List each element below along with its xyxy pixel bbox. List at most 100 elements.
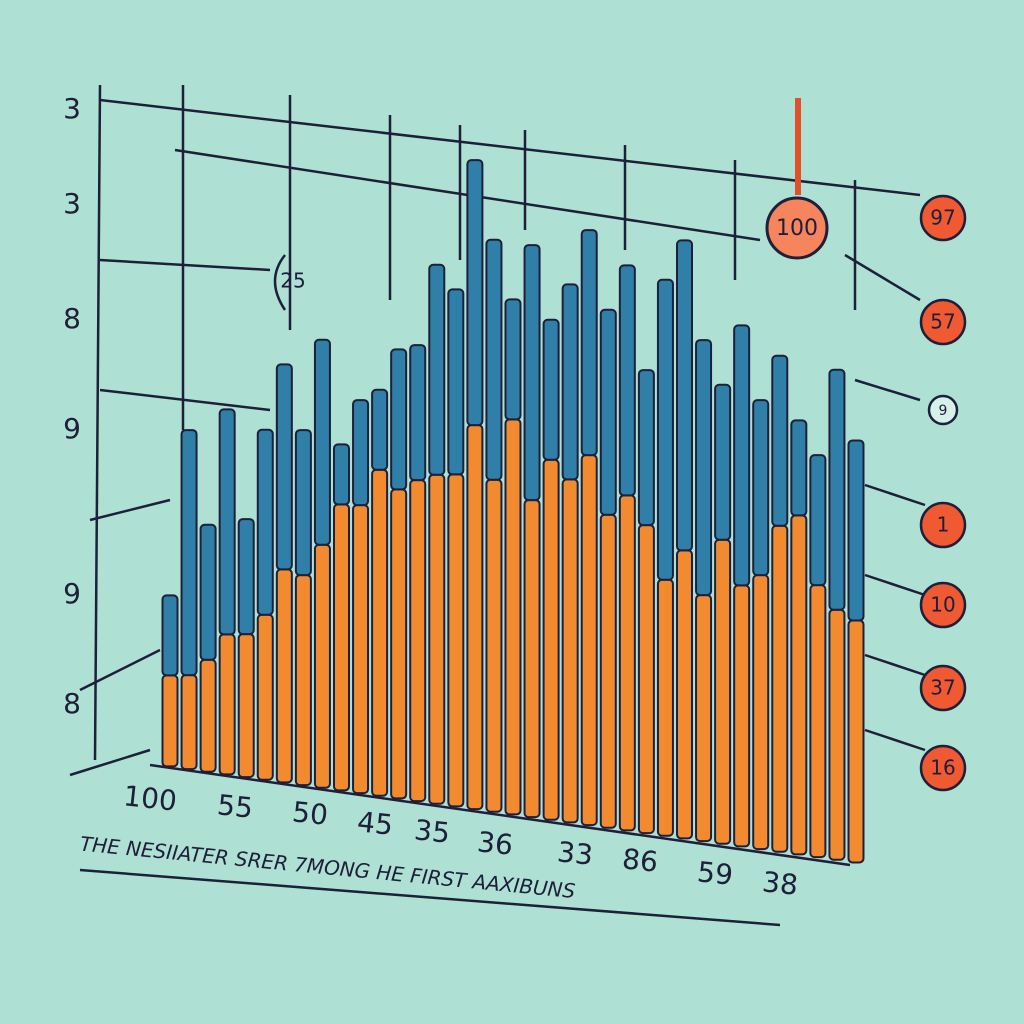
orange-bar <box>733 584 751 848</box>
orange-bar <box>352 504 370 795</box>
blue-bar <box>161 594 179 677</box>
x-label: 59 <box>696 855 735 892</box>
left-label: 8 <box>63 687 81 720</box>
x-label: 36 <box>476 825 515 862</box>
orange-bar <box>599 513 617 829</box>
blue-bar <box>847 439 865 622</box>
right-label: 16 <box>930 756 955 780</box>
orange-bar <box>561 478 579 824</box>
blue-bar <box>371 388 389 471</box>
blue-bar <box>333 443 350 506</box>
blue-bar <box>504 298 522 421</box>
orange-bar <box>237 633 255 779</box>
orange-bar <box>485 478 503 813</box>
label-badge <box>919 298 967 346</box>
left-label: 3 <box>63 92 81 125</box>
blue-bar <box>313 338 331 546</box>
blue-bar <box>180 429 198 677</box>
blue-bar <box>275 363 293 571</box>
blue-bar <box>256 428 274 616</box>
x-label: 35 <box>413 813 452 850</box>
orange-bar <box>447 473 465 808</box>
orange-bar <box>333 503 350 792</box>
orange-bar <box>409 479 427 803</box>
blue-bar <box>599 308 617 516</box>
label-badge <box>919 194 967 242</box>
x-label: 86 <box>621 842 660 879</box>
blue-bar <box>771 354 789 527</box>
x-label: 33 <box>556 835 595 872</box>
orange-bar <box>504 418 522 816</box>
blue-bar <box>294 429 312 577</box>
blue-bar <box>580 229 598 457</box>
orange-bar <box>676 549 693 840</box>
blue-bar <box>237 518 255 636</box>
blue-bar <box>656 278 674 581</box>
blue-bar <box>676 239 693 552</box>
orange-bar <box>428 473 446 805</box>
orange-bar <box>714 538 732 845</box>
orange-bar <box>752 574 770 851</box>
orange-bar <box>180 674 198 771</box>
blue-bar <box>447 288 465 476</box>
blue-bar <box>409 344 427 482</box>
orange-bar <box>390 488 408 800</box>
orange-bar <box>294 574 312 787</box>
x-label: 38 <box>761 865 800 902</box>
orange-bar <box>809 584 827 859</box>
label-badge <box>927 394 959 426</box>
orange-bar <box>580 454 598 827</box>
orange-bar <box>542 458 560 821</box>
right-label: 10 <box>930 593 955 617</box>
bars <box>161 159 865 864</box>
orange-bar <box>637 524 655 835</box>
blue-bar <box>714 383 732 541</box>
blue-bar <box>485 238 503 481</box>
blue-bar <box>790 419 808 517</box>
blue-bar <box>695 339 713 597</box>
label-badge <box>919 501 967 549</box>
blue-bar <box>199 523 217 661</box>
orange-bar <box>275 568 293 784</box>
orange-bar <box>313 543 331 789</box>
bracket <box>273 254 287 311</box>
callout: 25 <box>280 269 305 293</box>
orange-bar <box>199 658 217 773</box>
left-label: 9 <box>63 577 81 610</box>
right-label: 37 <box>930 676 955 700</box>
label-badge <box>919 581 967 629</box>
blue-bar <box>466 159 484 427</box>
orange-bar <box>218 633 236 776</box>
right-label: 97 <box>930 206 955 230</box>
orange-bar <box>256 613 274 781</box>
label-badge <box>919 664 967 712</box>
label-badge <box>919 744 967 792</box>
blue-bar <box>523 244 541 502</box>
blue-bar <box>828 368 846 611</box>
blue-bar <box>390 348 408 491</box>
x-label: 50 <box>291 795 330 832</box>
orange-bar <box>790 514 808 856</box>
blue-bar <box>733 324 751 587</box>
left-label: 3 <box>63 187 81 220</box>
blue-bar <box>428 263 446 476</box>
right-label: 9 <box>939 403 948 419</box>
orange-bar <box>695 594 713 843</box>
orange-bar <box>828 608 846 861</box>
right-label: 57 <box>930 310 955 334</box>
orange-bar <box>618 494 636 832</box>
orange-bar <box>771 524 789 853</box>
blue-bar <box>637 369 655 527</box>
left-label: 9 <box>63 412 81 445</box>
blue-bar <box>809 454 827 587</box>
x-label: 55 <box>216 788 255 825</box>
x-label: 100 <box>122 779 179 817</box>
callout-badge <box>765 196 829 260</box>
x-label: 45 <box>356 805 395 842</box>
orange-bar <box>466 424 484 811</box>
orange-bar <box>847 619 865 864</box>
blue-bar <box>218 408 236 636</box>
blue-bar <box>352 399 370 507</box>
blue-bar <box>542 318 560 461</box>
right-label: 1 <box>937 513 950 537</box>
